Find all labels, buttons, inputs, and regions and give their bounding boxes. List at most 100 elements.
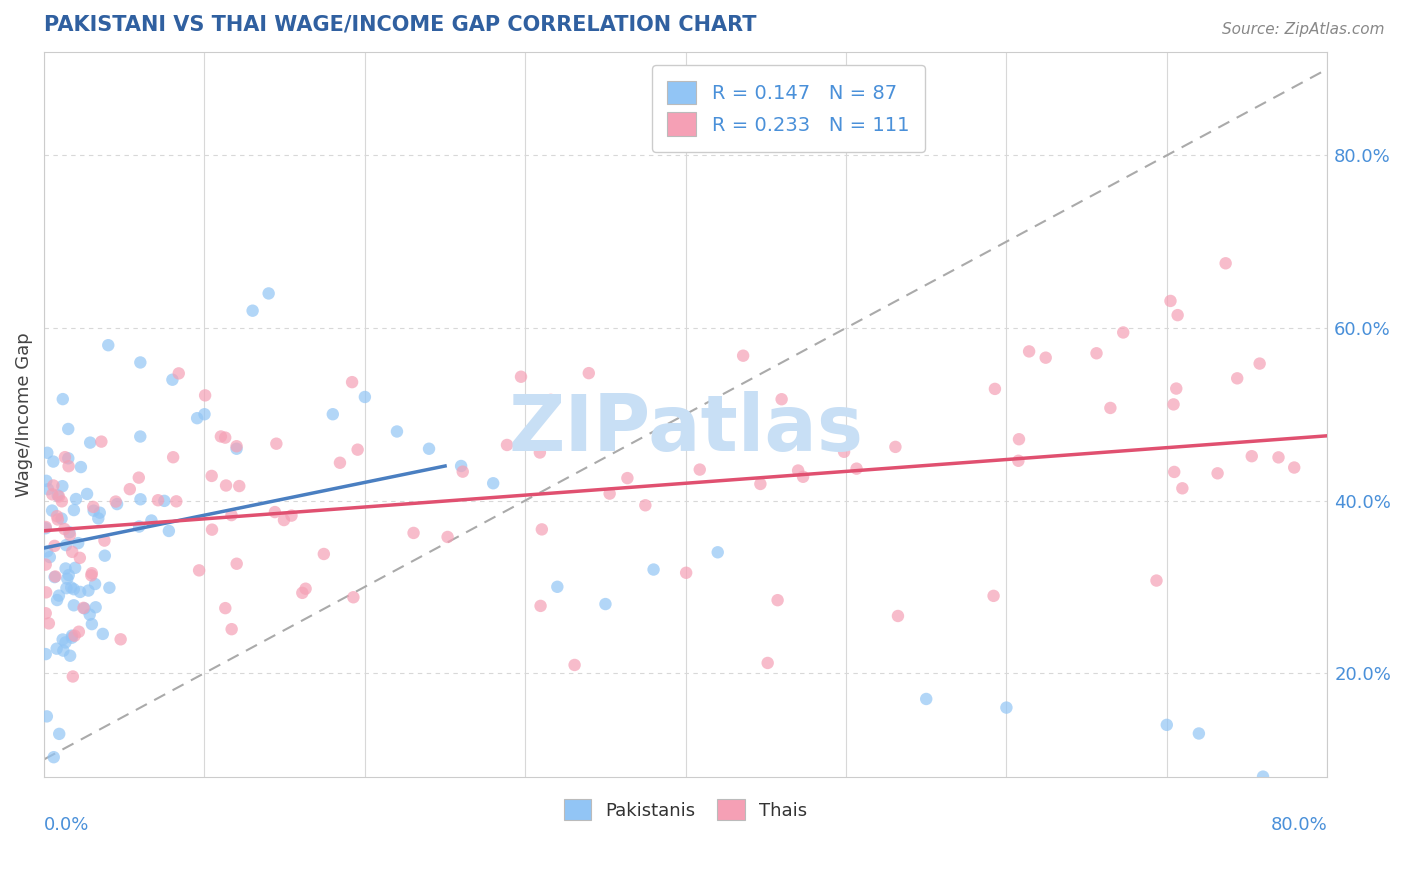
Point [385,425,408,439]
Point [418,442,440,456]
Point [89,506,111,520]
Point [105,497,128,511]
Point [69,550,91,565]
Point [41,487,63,501]
Y-axis label: Wage/Income Gap: Wage/Income Gap [15,332,32,497]
Point [83,504,105,518]
Point [76,487,98,501]
Point [42,750,65,764]
Point [35,709,58,723]
Point [65,491,87,506]
Point [402,525,425,540]
Point [242,303,264,318]
Point [35,521,58,535]
Point [280,508,302,523]
Point [1188,726,1211,740]
Point [1156,718,1178,732]
Point [1085,346,1108,360]
Point [201,523,224,537]
Point [201,469,224,483]
Point [35,520,58,534]
Point [48,490,70,504]
Point [1099,401,1122,415]
Point [63,599,86,613]
Point [616,471,638,485]
Point [80,566,103,581]
Point [153,494,176,508]
Point [832,445,855,459]
Point [529,445,551,459]
Point [48,727,70,741]
Point [79,607,101,622]
Point [354,390,377,404]
Point [766,593,789,607]
Point [129,429,152,443]
Point [42,478,65,492]
Point [257,286,280,301]
Point [55,635,77,649]
Point [73,601,96,615]
Point [37,482,59,496]
Point [1008,432,1031,446]
Point [58,422,80,436]
Point [578,366,600,380]
Point [62,669,84,683]
Point [1171,481,1194,495]
Point [599,486,621,500]
Point [294,582,316,596]
Point [792,470,814,484]
Point [346,442,368,457]
Point [1240,449,1263,463]
Point [90,434,112,449]
Point [59,648,82,663]
Point [67,536,90,550]
Point [340,375,363,389]
Point [97,338,120,352]
Text: Source: ZipAtlas.com: Source: ZipAtlas.com [1222,22,1385,37]
Point [37,446,59,460]
Point [59,528,82,542]
Point [55,581,77,595]
Point [129,355,152,369]
Point [146,493,169,508]
Point [41,503,63,517]
Point [51,494,73,508]
Point [93,533,115,548]
Point [1112,326,1135,340]
Point [188,563,211,577]
Point [1163,397,1185,411]
Point [706,545,728,559]
Point [37,544,59,558]
Point [634,498,657,512]
Point [1167,308,1189,322]
Point [52,643,75,657]
Point [60,581,83,595]
Point [167,367,190,381]
Point [567,404,589,418]
Point [749,477,772,491]
Legend: Pakistanis, Thais: Pakistanis, Thais [555,790,815,830]
Point [264,505,287,519]
Point [225,439,247,453]
Point [983,589,1005,603]
Point [1159,293,1181,308]
Point [53,450,76,465]
Point [94,549,117,563]
Point [595,597,617,611]
Point [995,700,1018,714]
Point [58,568,80,582]
Point [46,593,69,607]
Point [1035,351,1057,365]
Point [529,599,551,613]
Point [787,464,810,478]
Point [60,629,83,643]
Point [118,482,141,496]
Point [42,454,65,468]
Point [52,632,75,647]
Point [266,436,288,450]
Point [162,450,184,465]
Point [689,462,711,476]
Point [845,461,868,475]
Point [44,539,66,553]
Point [186,411,208,425]
